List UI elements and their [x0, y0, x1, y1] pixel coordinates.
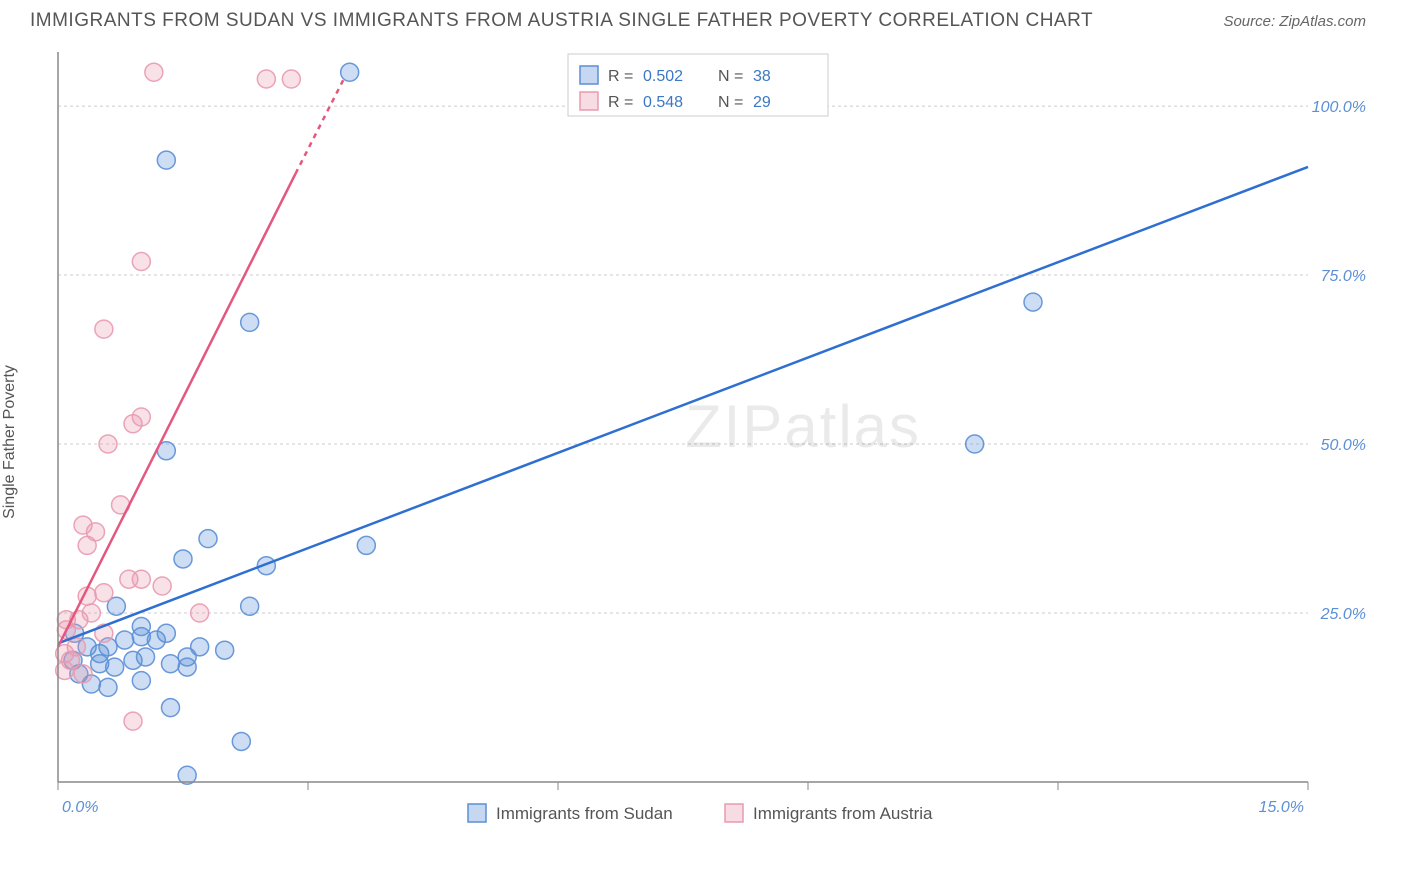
- stats-legend: [568, 54, 828, 116]
- y-tick-label: 25.0%: [1320, 606, 1366, 623]
- y-axis-label: Single Father Poverty: [1, 365, 19, 519]
- legend-swatch: [580, 66, 598, 84]
- source-label: Source: ZipAtlas.com: [1223, 13, 1366, 30]
- data-point: [153, 577, 171, 595]
- data-point: [232, 732, 250, 750]
- data-point: [132, 672, 150, 690]
- data-point: [966, 435, 984, 453]
- data-point: [241, 597, 259, 615]
- data-point: [137, 648, 155, 666]
- watermark: ZIPatlas: [685, 393, 921, 460]
- data-point: [162, 655, 180, 673]
- data-point: [162, 699, 180, 717]
- legend-r-value: 0.502: [643, 68, 683, 85]
- data-point: [1024, 293, 1042, 311]
- data-point: [106, 658, 124, 676]
- legend-n-value: 29: [753, 94, 771, 111]
- data-point: [95, 584, 113, 602]
- y-tick-label: 50.0%: [1321, 437, 1366, 454]
- data-point: [199, 530, 217, 548]
- x-tick-label: 0.0%: [62, 799, 98, 816]
- legend-n-value: 38: [753, 68, 771, 85]
- legend-series-label: Immigrants from Sudan: [496, 804, 673, 823]
- data-point: [99, 678, 117, 696]
- data-point: [157, 151, 175, 169]
- data-point: [257, 70, 275, 88]
- correlation-scatter-chart: ZIPatlas 0.0% 15.0% 25.0% 50.0% 75.0% 100.0% R …: [48, 42, 1378, 842]
- data-point: [99, 435, 117, 453]
- legend-swatch: [468, 804, 486, 822]
- data-point: [341, 63, 359, 81]
- legend-series-label: Immigrants from Austria: [753, 804, 933, 823]
- data-point: [78, 536, 96, 554]
- data-point: [95, 320, 113, 338]
- legend-swatch: [580, 92, 598, 110]
- data-point: [124, 712, 142, 730]
- legend-swatch: [725, 804, 743, 822]
- data-point: [174, 550, 192, 568]
- chart-title: IMMIGRANTS FROM SUDAN VS IMMIGRANTS FROM…: [30, 10, 1093, 32]
- legend-n-label: N =: [718, 68, 743, 85]
- data-point: [241, 313, 259, 331]
- legend-r-label: R =: [608, 68, 633, 85]
- data-point: [132, 253, 150, 271]
- trend-line-extrapolated: [296, 76, 346, 174]
- data-point: [132, 408, 150, 426]
- data-point: [178, 658, 196, 676]
- data-point: [357, 536, 375, 554]
- trend-line: [58, 174, 296, 647]
- legend-r-label: R =: [608, 94, 633, 111]
- y-tick-label: 75.0%: [1321, 268, 1366, 285]
- data-point: [132, 570, 150, 588]
- data-point: [216, 641, 234, 659]
- data-point: [74, 665, 92, 683]
- trend-line: [58, 167, 1308, 644]
- data-point: [191, 638, 209, 656]
- x-tick-label: 15.0%: [1259, 799, 1304, 816]
- legend-r-value: 0.548: [643, 94, 683, 111]
- data-point: [157, 624, 175, 642]
- data-point: [191, 604, 209, 622]
- data-point: [145, 63, 163, 81]
- data-point: [116, 631, 134, 649]
- legend-n-label: N =: [718, 94, 743, 111]
- y-tick-label: 100.0%: [1312, 99, 1366, 116]
- data-point: [282, 70, 300, 88]
- data-point: [132, 618, 150, 636]
